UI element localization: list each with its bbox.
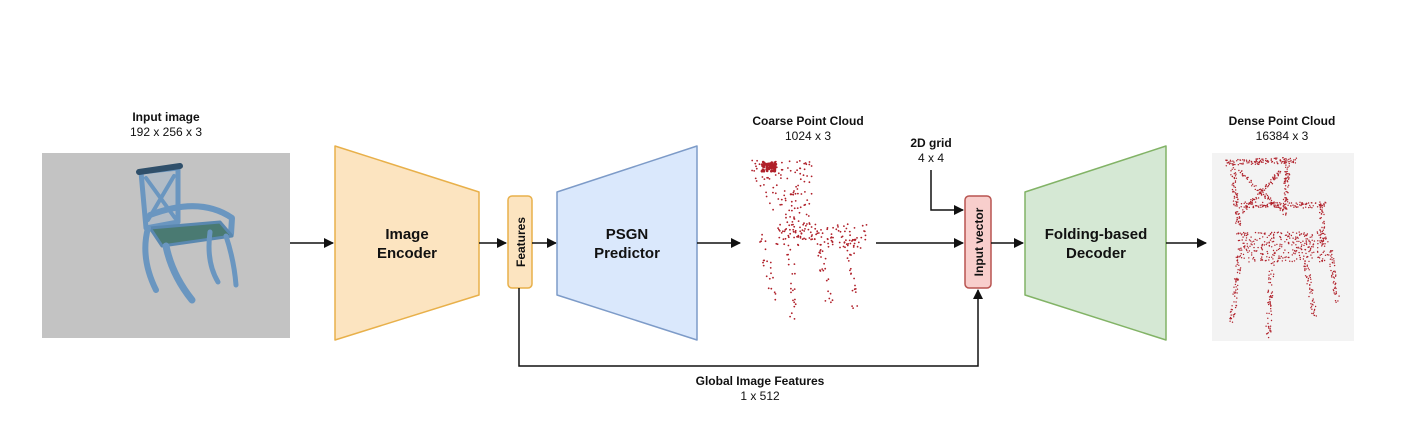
dense-cloud-size: 16384 x 3	[1255, 129, 1309, 143]
grid-2d-title: 2D grid	[910, 136, 952, 150]
coarse-cloud-label: Coarse Point Cloud 1024 x 3	[728, 114, 888, 144]
input-image-size: 192 x 256 x 3	[129, 125, 203, 139]
global-features-connection	[518, 288, 983, 367]
image-encoder-line2: Encoder	[377, 245, 437, 262]
decoder-line2: Decoder	[1066, 245, 1126, 262]
input-vector-block: Input vector	[964, 195, 992, 289]
dense-point-cloud	[1212, 153, 1354, 341]
psgn-line2: Predictor	[594, 245, 660, 262]
dense-cloud-title: Dense Point Cloud	[1228, 114, 1336, 128]
grid-2d-size: 4 x 4	[917, 151, 944, 165]
global-features-size: 1 x 512	[740, 389, 780, 403]
input-image	[42, 153, 290, 338]
input-image-label: Input image 192 x 256 x 3	[96, 110, 236, 140]
grid-2d-label: 2D grid 4 x 4	[891, 136, 971, 166]
dense-cloud-label: Dense Point Cloud 16384 x 3	[1202, 114, 1362, 144]
coarse-cloud-size: 1024 x 3	[784, 129, 832, 143]
chair-rendering	[136, 163, 239, 304]
image-encoder-block: Image Encoder	[334, 145, 480, 341]
features-block: Features	[507, 195, 533, 289]
coarse-point-cloud	[751, 159, 868, 320]
dense-cloud-points	[1225, 157, 1340, 339]
input-vector-label: Input vector	[972, 207, 986, 276]
psgn-line1: PSGN	[606, 226, 649, 243]
psgn-predictor-block: PSGN Predictor	[556, 145, 698, 341]
image-encoder-line1: Image	[385, 226, 428, 243]
coarse-cloud-title: Coarse Point Cloud	[752, 114, 864, 128]
global-features-title: Global Image Features	[695, 374, 825, 388]
folding-decoder-block: Folding-based Decoder	[1024, 145, 1167, 341]
features-label: Features	[514, 217, 528, 267]
input-image-title: Input image	[132, 110, 200, 124]
decoder-line1: Folding-based	[1045, 226, 1148, 243]
global-features-label: Global Image Features 1 x 512	[670, 374, 850, 404]
